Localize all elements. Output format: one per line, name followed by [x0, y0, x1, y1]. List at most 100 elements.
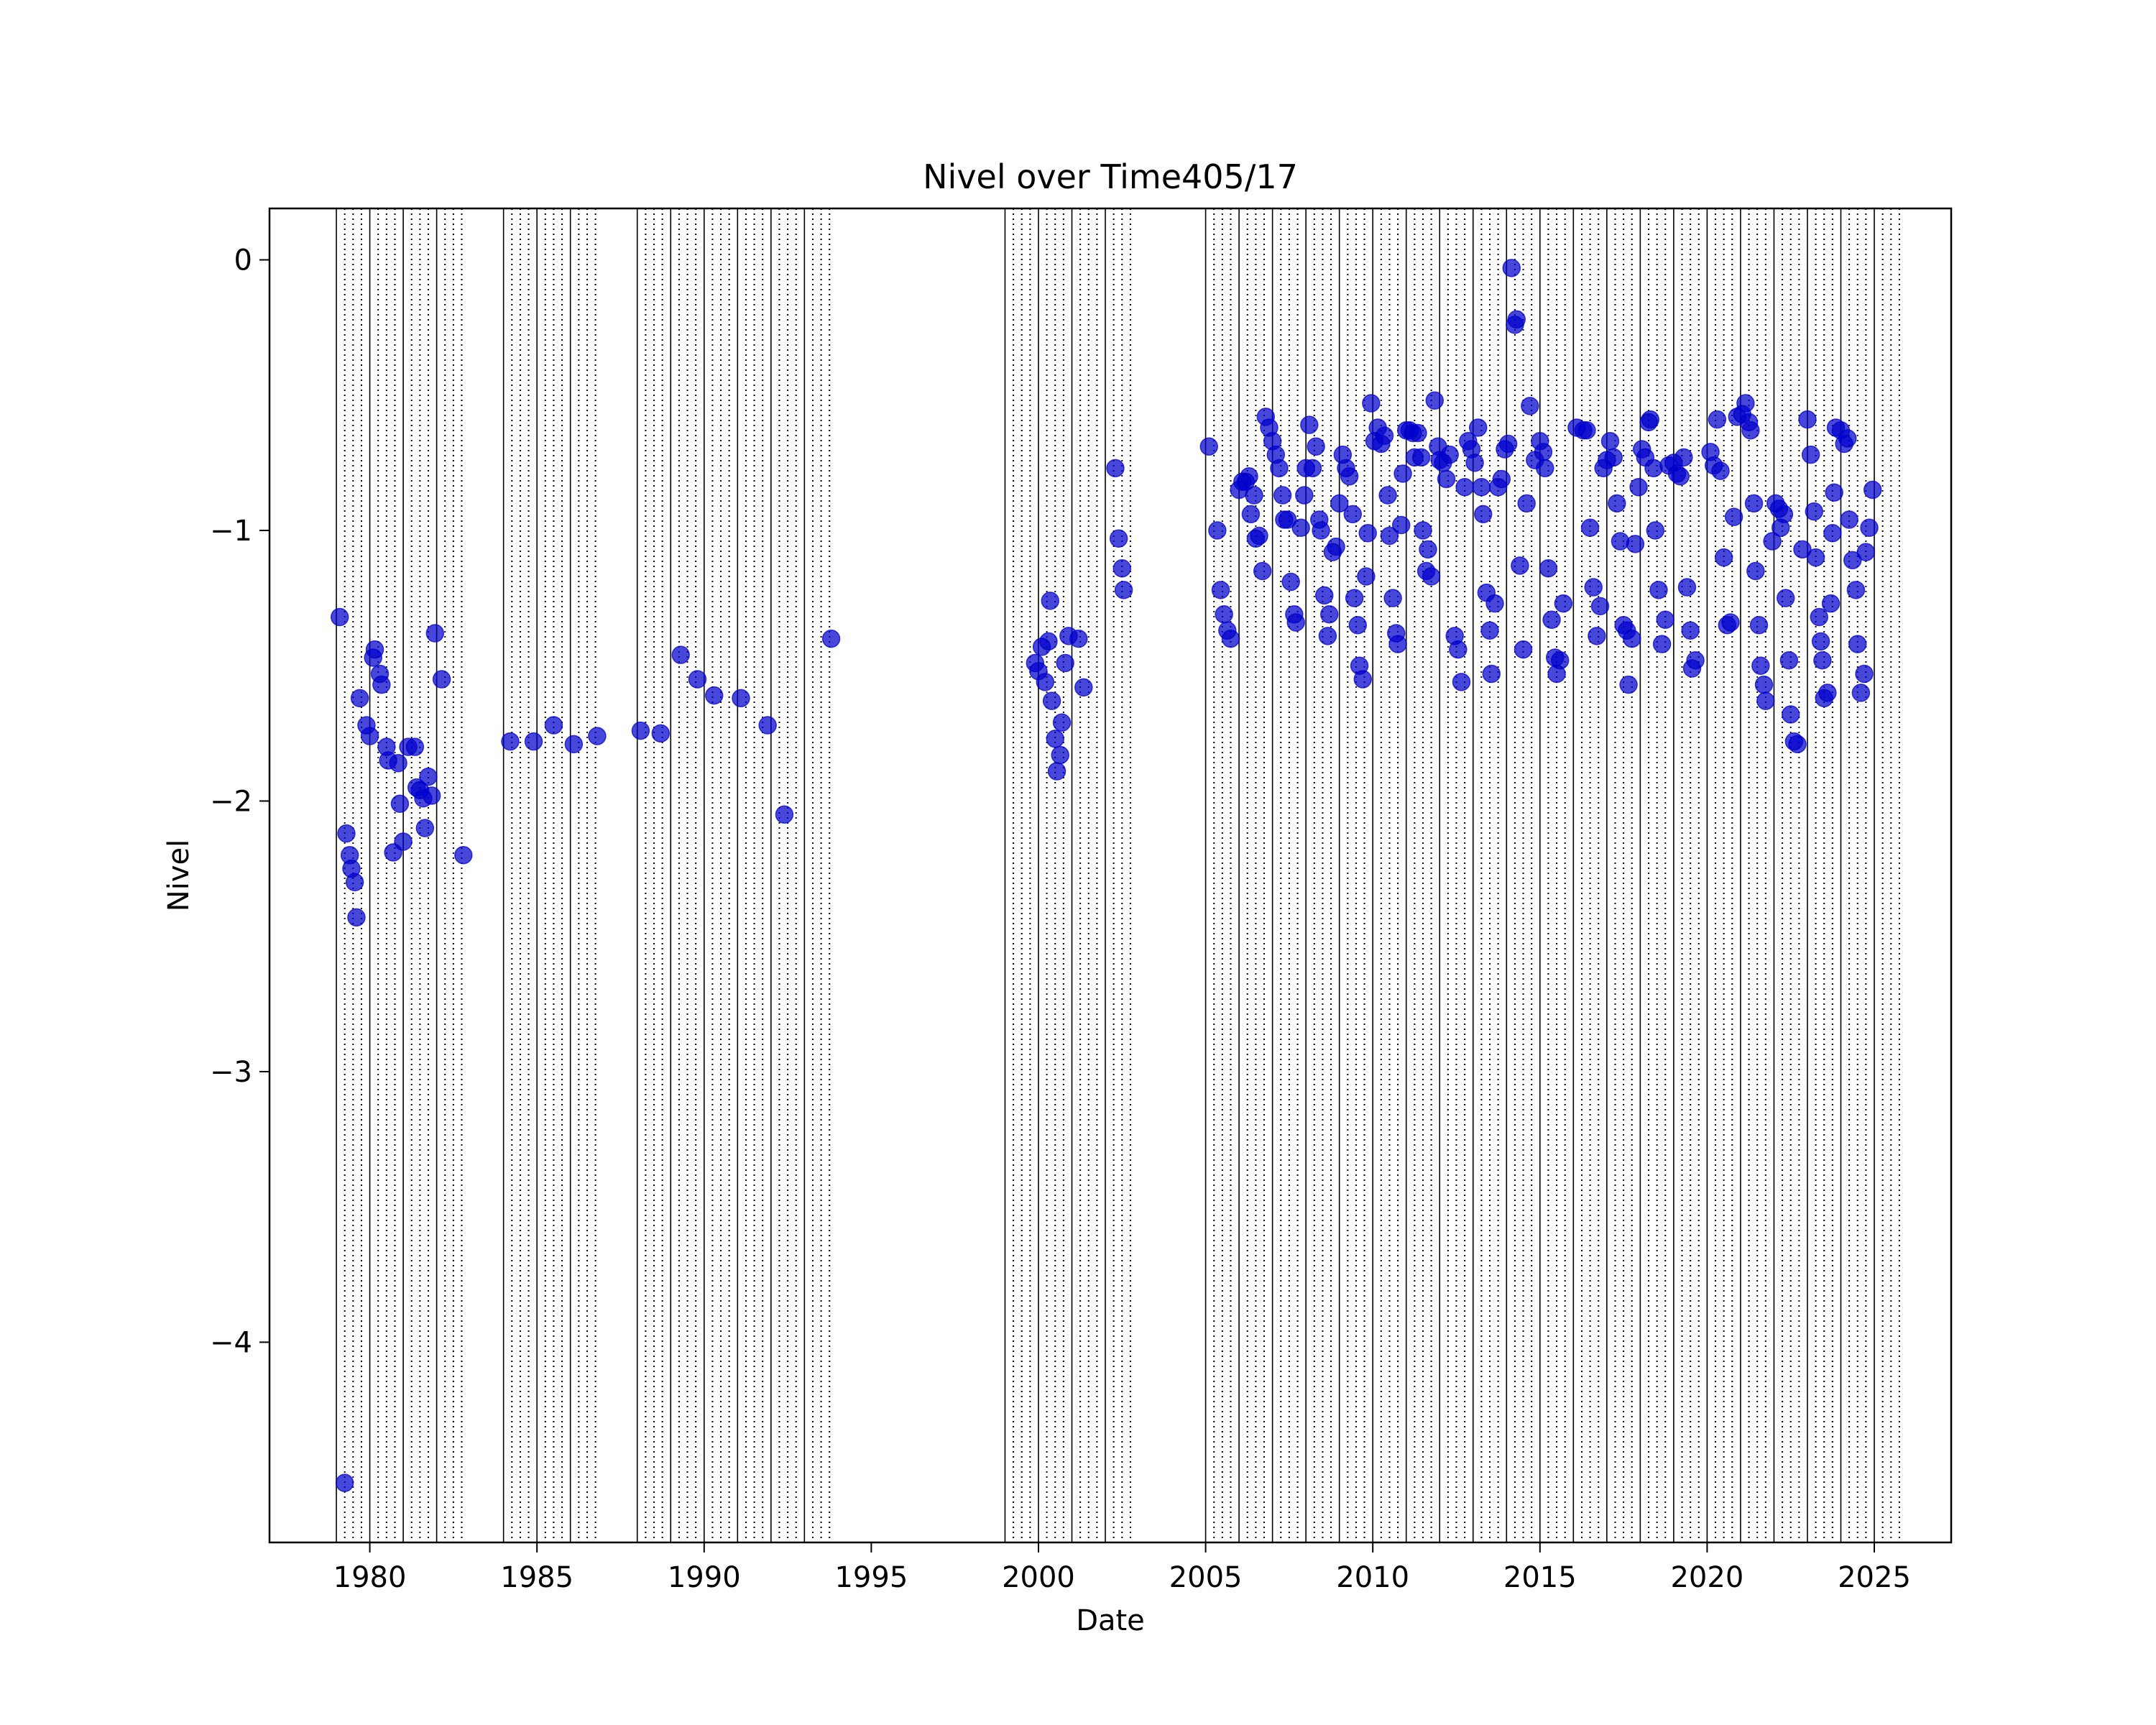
data-point: [1641, 410, 1660, 429]
data-point: [1393, 464, 1412, 483]
data-point: [1286, 613, 1305, 632]
data-point: [1521, 397, 1539, 415]
data-point: [1199, 437, 1218, 456]
data-point: [1577, 420, 1596, 440]
data-point: [1502, 259, 1521, 277]
data-point: [1300, 415, 1319, 434]
data-point: [1330, 494, 1349, 513]
y-tick-label: −2: [210, 785, 252, 818]
data-point: [1052, 713, 1072, 732]
data-point: [1810, 607, 1828, 627]
data-point: [330, 607, 349, 627]
data-point: [1646, 521, 1665, 540]
data-point: [390, 794, 410, 813]
x-axis-label: Date: [1076, 1604, 1145, 1637]
data-point: [1860, 518, 1879, 537]
data-point: [1215, 604, 1233, 624]
data-point: [1588, 627, 1606, 645]
data-point: [1485, 594, 1504, 613]
data-point: [821, 629, 841, 648]
data-point: [1534, 443, 1553, 461]
x-tick-label: 2020: [1670, 1561, 1743, 1594]
data-point: [501, 732, 520, 751]
data-point: [1291, 518, 1310, 537]
data-point: [1611, 532, 1630, 551]
data-point: [1419, 540, 1437, 559]
data-point: [1422, 567, 1441, 586]
data-point: [1856, 543, 1876, 561]
data-point: [1825, 483, 1843, 502]
data-point: [1656, 610, 1674, 629]
data-point: [1851, 684, 1871, 702]
data-point: [1746, 561, 1765, 581]
data-point: [1383, 589, 1402, 607]
data-point: [1517, 494, 1536, 513]
data-point: [1391, 515, 1411, 535]
data-point: [350, 689, 369, 708]
x-tick-label: 2025: [1838, 1561, 1911, 1594]
data-point: [1652, 635, 1672, 653]
data-point: [1295, 486, 1314, 505]
data-point: [1677, 578, 1697, 597]
data-point: [1318, 627, 1337, 645]
data-point: [1468, 418, 1488, 437]
data-point: [1542, 610, 1561, 629]
data-point: [1109, 529, 1128, 548]
data-point: [1353, 670, 1372, 689]
data-point: [372, 675, 391, 694]
data-point: [1818, 684, 1837, 702]
data-point: [360, 727, 379, 745]
data-point: [1744, 494, 1764, 513]
data-point: [1776, 589, 1795, 607]
data-point: [1846, 581, 1866, 599]
data-point: [1358, 524, 1377, 543]
x-tick-label: 1990: [668, 1561, 741, 1594]
data-point: [544, 716, 563, 735]
data-point: [1806, 548, 1825, 567]
data-point: [564, 735, 584, 754]
data-point: [1036, 673, 1055, 691]
data-point: [1805, 502, 1824, 521]
data-point: [1253, 561, 1272, 581]
data-point: [1626, 535, 1645, 553]
data-point: [1550, 650, 1570, 670]
data-point: [1452, 673, 1471, 691]
data-point: [1362, 394, 1381, 413]
x-tick-label: 2010: [1336, 1561, 1409, 1594]
data-point: [1781, 705, 1800, 724]
data-point: [1348, 616, 1368, 635]
data-point: [1536, 459, 1554, 478]
data-point: [1414, 521, 1432, 540]
data-point: [1312, 521, 1330, 540]
data-point: [1314, 586, 1334, 605]
data-point: [1823, 524, 1842, 543]
data-point: [1686, 650, 1705, 670]
data-point: [651, 724, 671, 743]
x-tick-label: 2000: [1002, 1561, 1075, 1594]
data-point: [1721, 613, 1740, 632]
data-point: [1507, 310, 1526, 329]
data-point: [1741, 420, 1760, 440]
data-point: [1482, 664, 1501, 684]
data-point: [631, 721, 650, 740]
data-point: [1774, 505, 1794, 524]
data-point: [1798, 410, 1817, 429]
data-point: [1813, 650, 1832, 670]
data-points: [330, 259, 1882, 1492]
data-point: [422, 786, 441, 805]
data-point: [1039, 632, 1058, 651]
data-point: [1241, 505, 1261, 524]
data-point: [1590, 597, 1610, 616]
data-point: [1514, 640, 1533, 659]
data-point: [1848, 635, 1867, 653]
plot-frame: [268, 207, 1953, 1544]
data-point: [1756, 691, 1775, 710]
data-point: [1056, 653, 1074, 673]
y-tick-label: −4: [210, 1326, 252, 1359]
y-tick-label: 0: [234, 244, 252, 277]
data-point: [588, 727, 607, 745]
data-point: [1409, 423, 1427, 443]
data-point: [1221, 629, 1240, 648]
data-point: [425, 624, 445, 643]
data-point: [1250, 526, 1268, 546]
